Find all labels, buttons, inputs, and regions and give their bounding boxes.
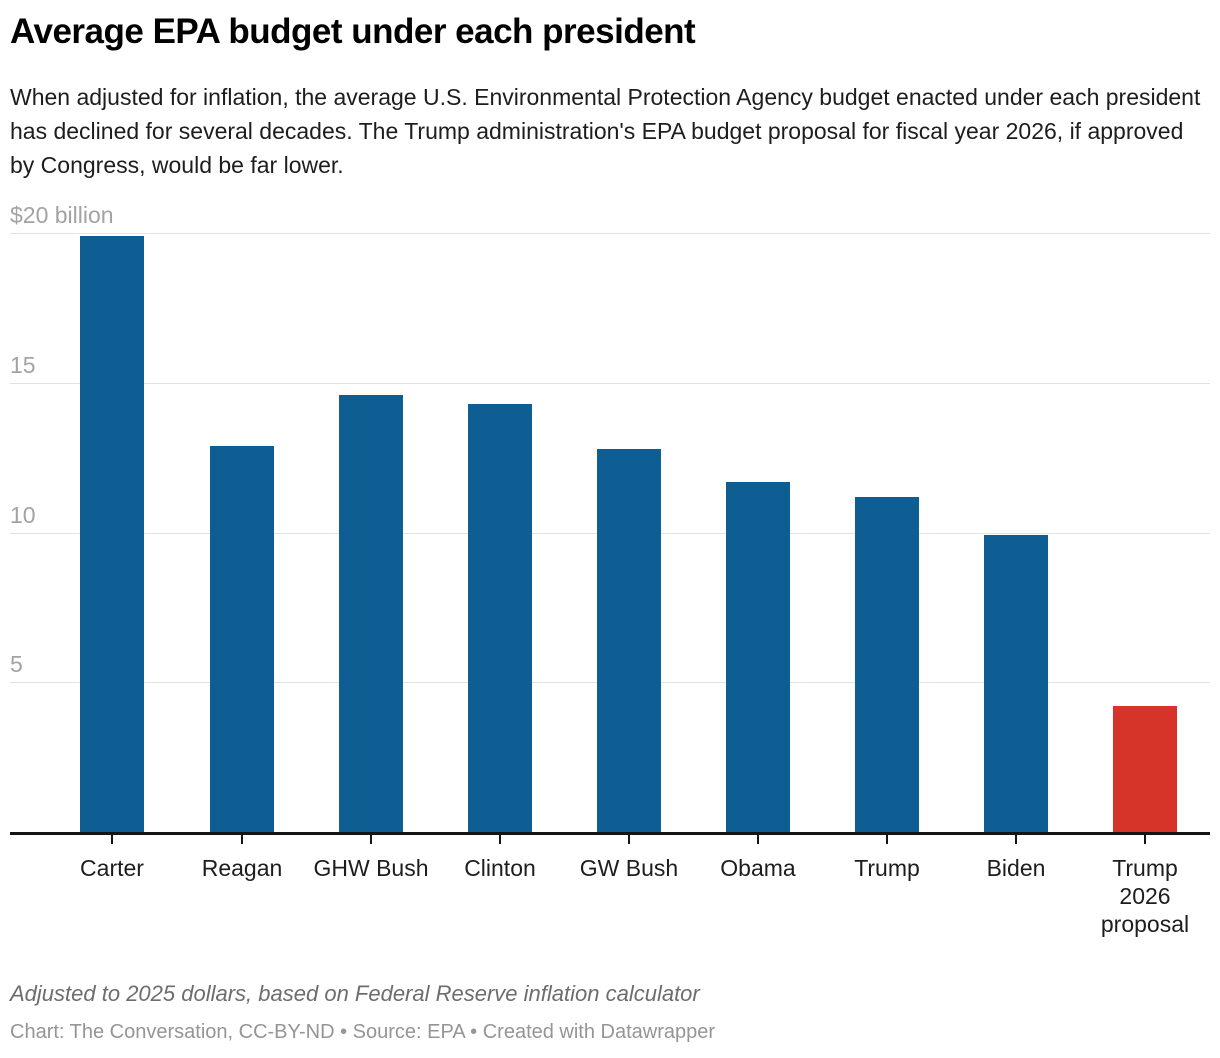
bar-reagan: [210, 446, 274, 832]
chart-subtitle: When adjusted for inflation, the average…: [10, 84, 1201, 178]
bar-carter: [80, 236, 144, 832]
x-axis-label-trump: Trump: [854, 855, 920, 881]
axis-tick-obama: [757, 835, 759, 844]
x-axis-label-reagan: Reagan: [201, 855, 283, 881]
x-axis-label-clinton: Clinton: [464, 855, 536, 881]
axis-tick-ghw-bush: [370, 835, 372, 844]
x-axis-label-ghw-bush: GHW Bush: [313, 855, 429, 881]
x-axis-label-biden: Biden: [986, 855, 1046, 881]
bar-biden: [984, 535, 1048, 832]
bar-obama: [726, 482, 790, 832]
axis-tick-trump: [886, 835, 888, 844]
bar-trump-2026-proposal: [1113, 706, 1177, 832]
axis-tick-biden: [1015, 835, 1017, 844]
gridline-20: [10, 233, 1210, 234]
bar-clinton: [468, 404, 532, 832]
axis-tick-gw-bush: [628, 835, 630, 844]
axis-tick-carter: [111, 835, 113, 844]
chart-footnote: Adjusted to 2025 dollars, based on Feder…: [10, 981, 700, 1006]
y-axis-label-10: 10: [10, 502, 36, 528]
y-axis-label-15: 15: [10, 352, 36, 378]
x-axis-label-trump-2026-proposal: Trump 2026 proposal: [1100, 855, 1190, 937]
gridline-15: [10, 383, 1210, 384]
y-axis-label-5: 5: [10, 651, 23, 677]
x-axis-line: [10, 832, 1210, 835]
bar-trump: [855, 497, 919, 832]
bar-ghw-bush: [339, 395, 403, 832]
y-axis-label-20: $20 billion: [10, 202, 114, 228]
x-axis-label-obama: Obama: [720, 855, 796, 881]
chart-byline: Chart: The Conversation, CC-BY-ND • Sour…: [10, 1021, 716, 1043]
x-axis-label-gw-bush: GW Bush: [579, 855, 679, 881]
x-axis-label-carter: Carter: [80, 855, 144, 881]
axis-tick-trump-2026-proposal: [1144, 835, 1146, 844]
axis-tick-reagan: [241, 835, 243, 844]
chart-title: Average EPA budget under each president: [10, 12, 696, 51]
axis-tick-clinton: [499, 835, 501, 844]
bar-gw-bush: [597, 449, 661, 832]
